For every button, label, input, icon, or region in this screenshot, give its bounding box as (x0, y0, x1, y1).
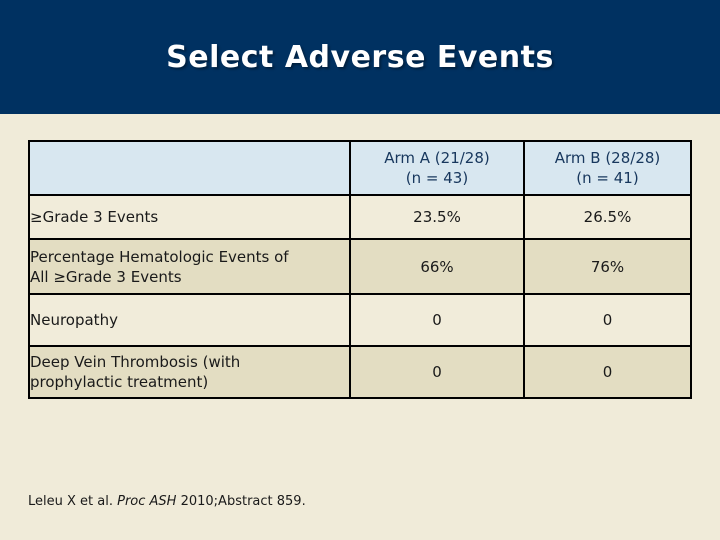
adverse-events-table: Arm A (21/28) (n = 43) Arm B (28/28) (n … (28, 140, 692, 399)
arm-b-value: 26.5% (523, 194, 692, 240)
citation-post: 2010;Abstract 859. (176, 494, 306, 509)
row-label-text: Neuropathy (30, 311, 118, 329)
title-bar: Select Adverse Events (0, 0, 720, 114)
arm-a-value: 23.5% (349, 194, 525, 240)
row-label: Percentage Hematologic Events of All ≥Gr… (28, 238, 351, 295)
table-row-dvt: Deep Vein Thrombosis (with prophylactic … (28, 345, 692, 399)
row-label-text: Percentage Hematologic Events of All ≥Gr… (30, 247, 289, 286)
row-label: Deep Vein Thrombosis (with prophylactic … (28, 345, 351, 399)
arm-b-value: 76% (523, 238, 692, 295)
arm-a-value: 0 (349, 293, 525, 347)
arm-b-header-n: (n = 41) (576, 169, 639, 187)
slide-title: Select Adverse Events (166, 39, 554, 75)
row-label-text: Deep Vein Thrombosis (with prophylactic … (30, 353, 241, 391)
arm-b-header-title: Arm B (28/28) (554, 149, 661, 167)
arm-b-value: 0 (523, 293, 692, 347)
row-label: ≥Grade 3 Events (28, 194, 351, 240)
arm-b-value: 0 (523, 345, 692, 399)
arm-a-header-n: (n = 43) (405, 169, 469, 187)
row-label: Neuropathy (28, 293, 351, 347)
table-row-hematologic-events: Percentage Hematologic Events of All ≥Gr… (28, 238, 692, 295)
table-header-row: Arm A (21/28) (n = 43) Arm B (28/28) (n … (28, 140, 692, 196)
row-label-text: ≥Grade 3 Events (30, 208, 159, 226)
corner-header-cell (28, 140, 351, 196)
citation-pre: Leleu X et al. (28, 494, 118, 509)
arm-a-value: 66% (349, 238, 525, 295)
citation-source: Proc ASH (117, 494, 177, 509)
table-row-grade3-events: ≥Grade 3 Events 23.5% 26.5% (28, 194, 692, 240)
arm-a-value: 0 (349, 345, 525, 399)
arm-a-header-cell: Arm A (21/28) (n = 43) (349, 140, 525, 196)
arm-a-header-title: Arm A (21/28) (384, 149, 490, 167)
citation: Leleu X et al. Proc ASH 2010;Abstract 85… (28, 494, 306, 509)
table-row-neuropathy: Neuropathy 0 0 (28, 293, 692, 347)
arm-b-header-cell: Arm B (28/28) (n = 41) (523, 140, 692, 196)
